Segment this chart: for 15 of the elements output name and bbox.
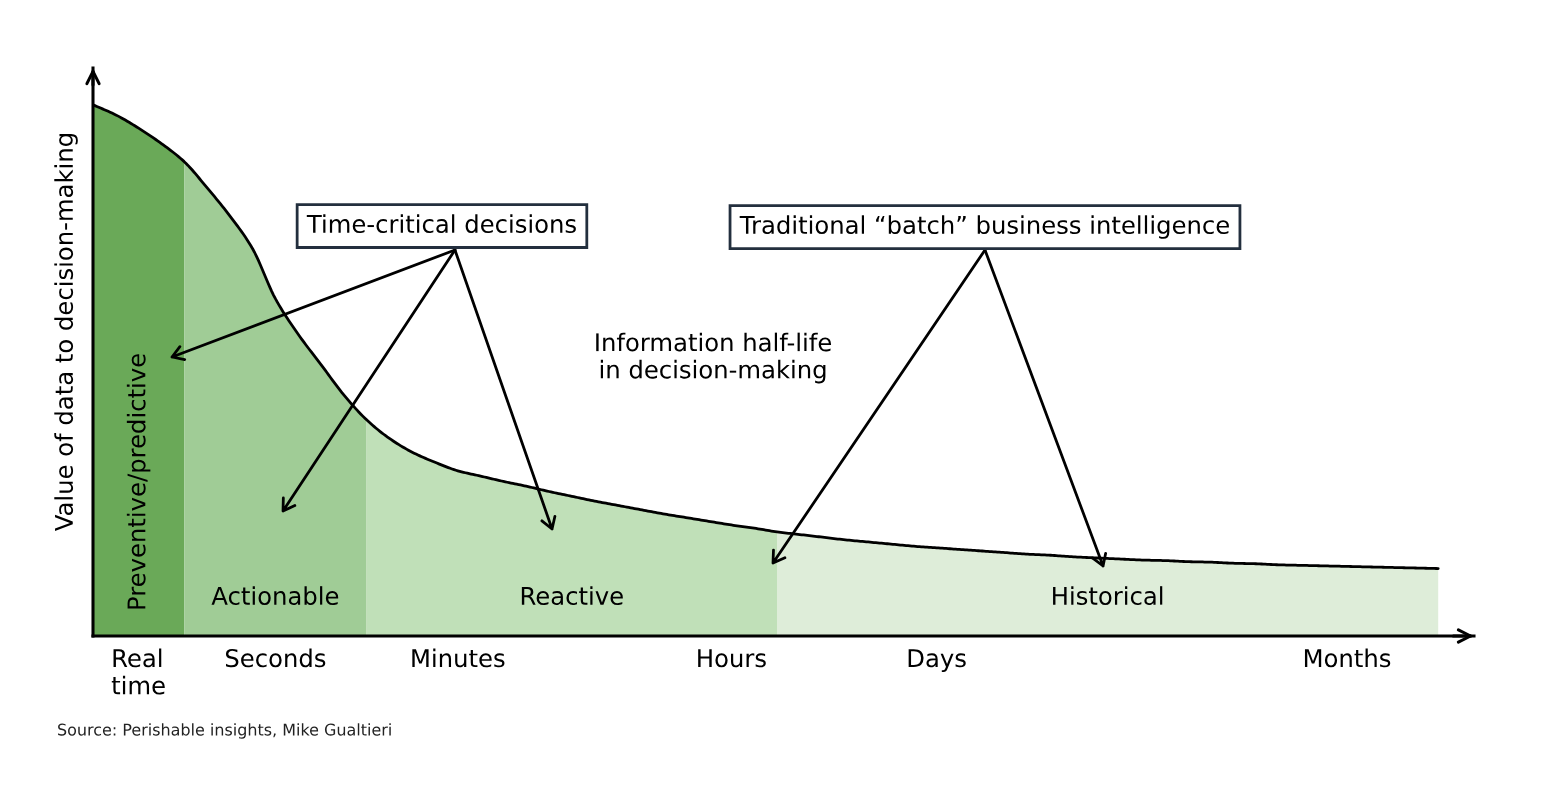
annotation: Information half-life in decision-making (596, 332, 832, 384)
source-note: Source: Perishable insights, Mike Gualtieri (58, 723, 391, 739)
x-tick-label: Seconds (225, 648, 326, 668)
x-tick-label: Real time (111, 648, 165, 695)
x-tick-label: Months (1304, 648, 1391, 668)
x-tick-label: Days (908, 649, 966, 673)
x-tick-label: Minutes (412, 648, 505, 668)
series-label: Actionable (211, 586, 339, 605)
series-label: Historical (1053, 586, 1163, 605)
x-tick-label: Hours (698, 649, 766, 668)
series-label: Reactive (521, 586, 623, 605)
annotation: Traditional “batch” business intelligence (739, 215, 1229, 239)
series-label: Preventive/predictive (126, 354, 151, 609)
annotation: Time-critical decisions (306, 214, 576, 234)
y-axis-title: Value of data to decision-making (54, 134, 78, 532)
